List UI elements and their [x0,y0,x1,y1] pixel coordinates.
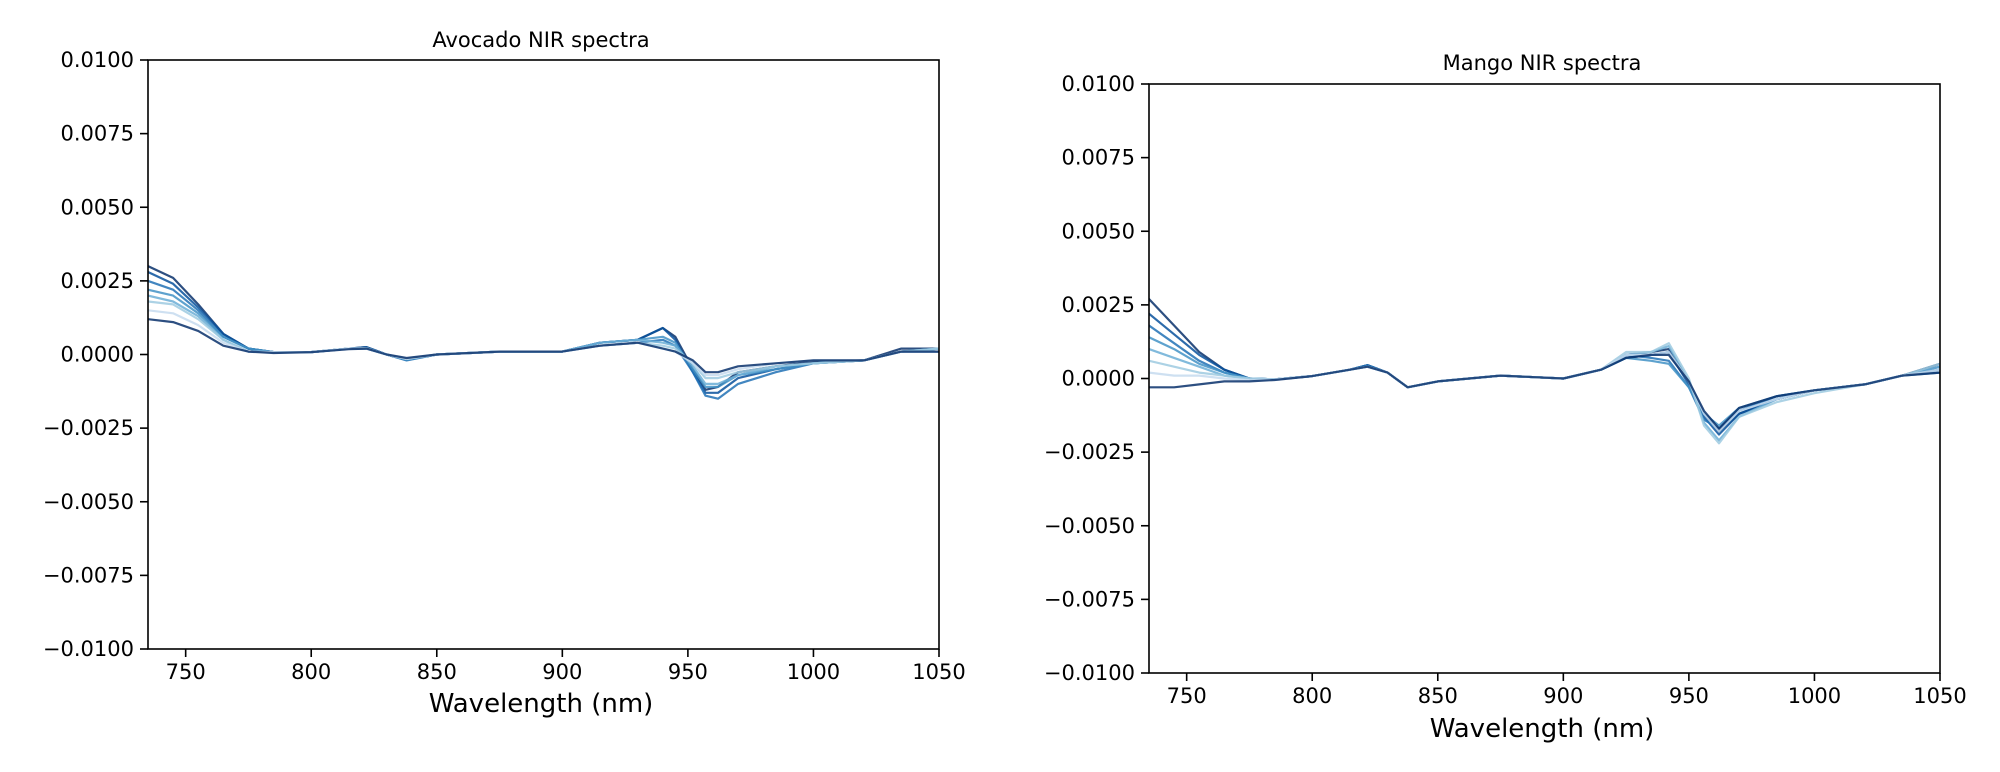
mango-y-tick-label: −0.0100 [1044,661,1135,685]
avocado-y-tick-label: 0.0050 [61,195,134,219]
mango-spectrum-line-5 [1149,345,1940,442]
mango-y-tick-label: −0.0075 [1044,587,1135,611]
avocado-series-group [148,265,939,400]
avocado-spectrum-line-3 [148,279,939,400]
mango-y-tick-label: 0.0050 [1062,219,1135,243]
mango-spectrum-line-1 [1149,297,1940,433]
mango-x-tick-label: 1000 [1788,684,1841,708]
mango-x-tick-label: 750 [1167,684,1207,708]
avocado-y-tick-label: 0.0100 [61,48,134,72]
avocado-spectrum-line-1 [148,265,939,391]
mango-y-tick-label: 0.0100 [1062,72,1135,96]
avocado-plot-frame [147,59,940,650]
avocado-y-tick-label: 0.0025 [61,269,134,293]
avocado-spectrum-line-2 [148,270,939,394]
avocado-panel: Avocado NIR spectra Wavelength (nm) 750 8… [43,28,966,719]
mango-x-tick-label: 950 [1669,684,1709,708]
avocado-y-tick-label: −0.0100 [43,637,134,661]
mango-y-tick-label: 0.0075 [1062,146,1135,170]
avocado-x-tick-label: 900 [542,660,582,684]
avocado-spectrum-line-8 [148,318,939,374]
mango-spectrum-line-6 [1149,342,1940,445]
avocado-y-tick-label: 0.0000 [61,343,134,367]
mango-series-group [1149,297,1940,445]
avocado-spectrum-line-5 [148,294,939,385]
avocado-spectrum-line-7 [148,309,939,377]
avocado-x-tick-label: 800 [291,660,331,684]
mango-x-tick-label: 1050 [1913,684,1966,708]
avocado-x-tick-label: 1050 [912,660,965,684]
avocado-y-tick-label: 0.0075 [61,122,134,146]
avocado-x-axis-label: Wavelength (nm) [429,689,654,719]
avocado-spectrum-line-6 [148,300,939,380]
mango-x-tick-label: 900 [1543,684,1583,708]
mango-panel: Mango NIR spectra Wavelength (nm) 750 800… [1044,51,1967,744]
avocado-spectrum-line-4 [148,288,939,388]
mango-x-axis-label: Wavelength (nm) [1430,714,1655,744]
avocado-x-tick-label: 1000 [787,660,840,684]
avocado-y-tick-label: −0.0050 [43,490,134,514]
mango-x-tick-label: 800 [1292,684,1332,708]
mango-y-tick-label: −0.0025 [1044,440,1135,464]
mango-title: Mango NIR spectra [1443,51,1642,75]
avocado-x-tick-label: 950 [668,660,708,684]
mango-spectrum-line-8 [1149,353,1940,430]
avocado-title: Avocado NIR spectra [432,28,649,52]
avocado-y-tick-label: −0.0025 [43,416,134,440]
avocado-x-tick-label: 750 [166,660,206,684]
mango-y-tick-label: 0.0000 [1062,367,1135,391]
mango-y-tick-label: −0.0050 [1044,514,1135,538]
mango-spectrum-line-2 [1149,312,1940,436]
avocado-x-tick-label: 850 [417,660,457,684]
mango-x-tick-label: 850 [1418,684,1458,708]
mango-y-tick-label: 0.0025 [1062,293,1135,317]
avocado-y-tick-label: −0.0075 [43,563,134,587]
